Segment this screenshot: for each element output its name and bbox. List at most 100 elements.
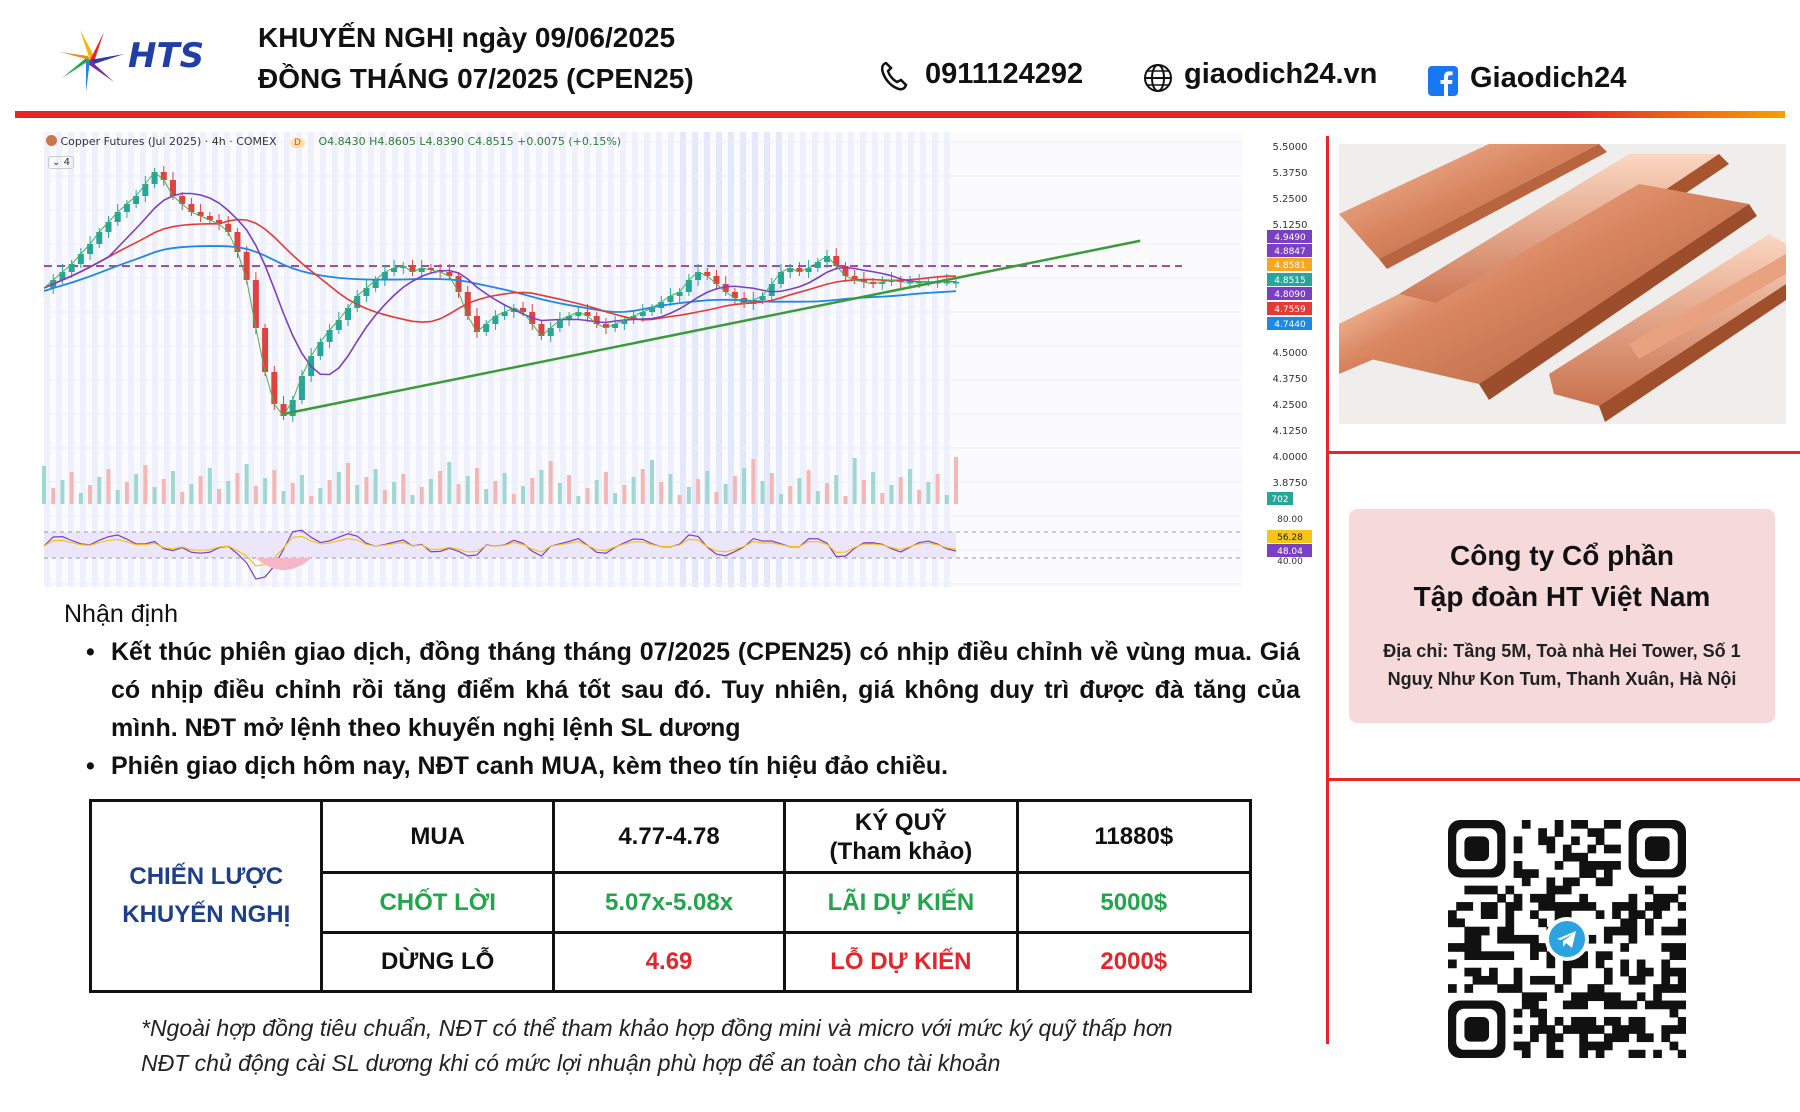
qr-module [1513,869,1523,878]
qr-module [1554,902,1564,911]
session-shade [824,132,830,587]
candle-body [354,296,361,308]
brand-name: HTS [128,36,205,76]
copper-icon [46,135,57,146]
company-address-line2: Nguỵ Như Kon Tum, Thanh Xuân, Hà Nội [1387,669,1737,689]
candle-body [833,256,840,266]
qr-module [1579,1049,1589,1059]
chart-svg[interactable]: 5.5000 5.3750 5.2500 5.1250 4.5000 4.3750 4.25… [42,132,1312,590]
facebook-page[interactable]: Giaodich24 [1470,62,1627,94]
volume-bar [723,484,728,504]
indicator-count[interactable]: ⌄ 4 [48,156,74,169]
qr-module [1612,861,1621,870]
qr-module [1546,959,1556,969]
qr-module [1595,984,1605,993]
volume-bar [511,494,516,504]
candle-body [225,224,232,232]
qr-module [1538,992,1547,1002]
qr-module [1571,902,1580,911]
qr-module [1464,984,1474,993]
website-link[interactable]: giaodich24.vn [1184,58,1378,90]
volume-bar [253,486,258,504]
qr-module [1505,910,1515,919]
candle-body [575,312,582,316]
session-shade [236,132,242,587]
volume-bar [871,472,876,504]
qr-module [1636,975,1646,985]
qr-module [1653,1000,1662,1010]
qr-module [1464,902,1474,911]
qr-module [1489,975,1498,985]
volume-bar [217,489,222,504]
volume-bar [806,470,811,504]
volume-bar [732,476,737,504]
qr-module [1538,902,1547,911]
volume-bar [686,487,691,504]
qr-module [1669,1000,1679,1010]
candle-body [777,272,784,284]
qr-module [1521,820,1531,829]
qr-module [1612,1033,1621,1043]
candle-body [335,320,342,330]
session-shade [272,132,278,587]
qr-module [1464,926,1474,936]
qr-module [1513,836,1523,846]
bullet-text-2: Phiên giao dịch hôm nay, NĐT canh MUA, k… [111,752,949,780]
qr-module [1489,910,1498,919]
qr-module [1579,992,1589,1002]
volume-tag-bg [1267,492,1293,505]
strategy-table: CHIẾN LƯỢC KHUYẾN NGHỊ MUA 4.77-4.78 KÝ … [88,799,1253,993]
session-shade [728,132,734,587]
qr-module [1661,959,1671,969]
qr-module [1513,984,1523,993]
qr-module [1579,1016,1589,1026]
session-shade [500,132,506,587]
qr-module [1579,852,1589,862]
qr-module [1620,943,1630,952]
volume-bar [51,488,56,504]
candle-body [455,276,462,292]
qr-module [1554,861,1564,870]
rsi-signal-line [43,535,957,567]
session-shade [452,132,458,587]
qr-module [1489,951,1498,961]
qr-module [1530,975,1539,985]
volume-bar [124,482,129,504]
logo-mark [60,30,124,92]
candle-body [473,316,480,332]
candle-body [566,316,573,320]
price-chart[interactable]: 5.5000 5.3750 5.2500 5.1250 4.5000 4.3750 4.25… [42,132,1312,590]
qr-module [1521,934,1531,944]
candle-body [123,204,130,212]
volume-bar [557,483,562,504]
qr-module [1513,844,1523,854]
candle-body [713,276,720,284]
qr-module [1653,902,1662,911]
volume-bar [106,469,111,504]
volume-bar [327,480,332,504]
qr-module [1661,984,1671,993]
qr-module [1546,902,1556,911]
session-shade [872,132,878,587]
chart-symbol-header: Copper Futures (Jul 2025) · 4h · COMEX D… [46,135,621,148]
telegram-qr-code[interactable] [1448,820,1687,1059]
qr-module [1669,1041,1679,1051]
session-shade [224,132,230,587]
qr-module [1530,943,1539,952]
volume-bar [401,474,406,504]
ma-fast-line [43,192,956,376]
volume-bar [244,464,249,504]
qr-module [1595,992,1605,1002]
candle-body [621,320,628,324]
price-tag-bg [1267,273,1312,286]
session-shade [812,132,818,587]
qr-module [1538,893,1547,903]
qr-module [1661,926,1671,936]
qr-module [1538,1016,1547,1026]
qr-module [1579,893,1589,903]
volume-bar [622,485,627,504]
session-shade [632,132,638,587]
candle-body [492,316,499,324]
qr-module [1595,861,1605,870]
qr-module [1530,869,1539,878]
